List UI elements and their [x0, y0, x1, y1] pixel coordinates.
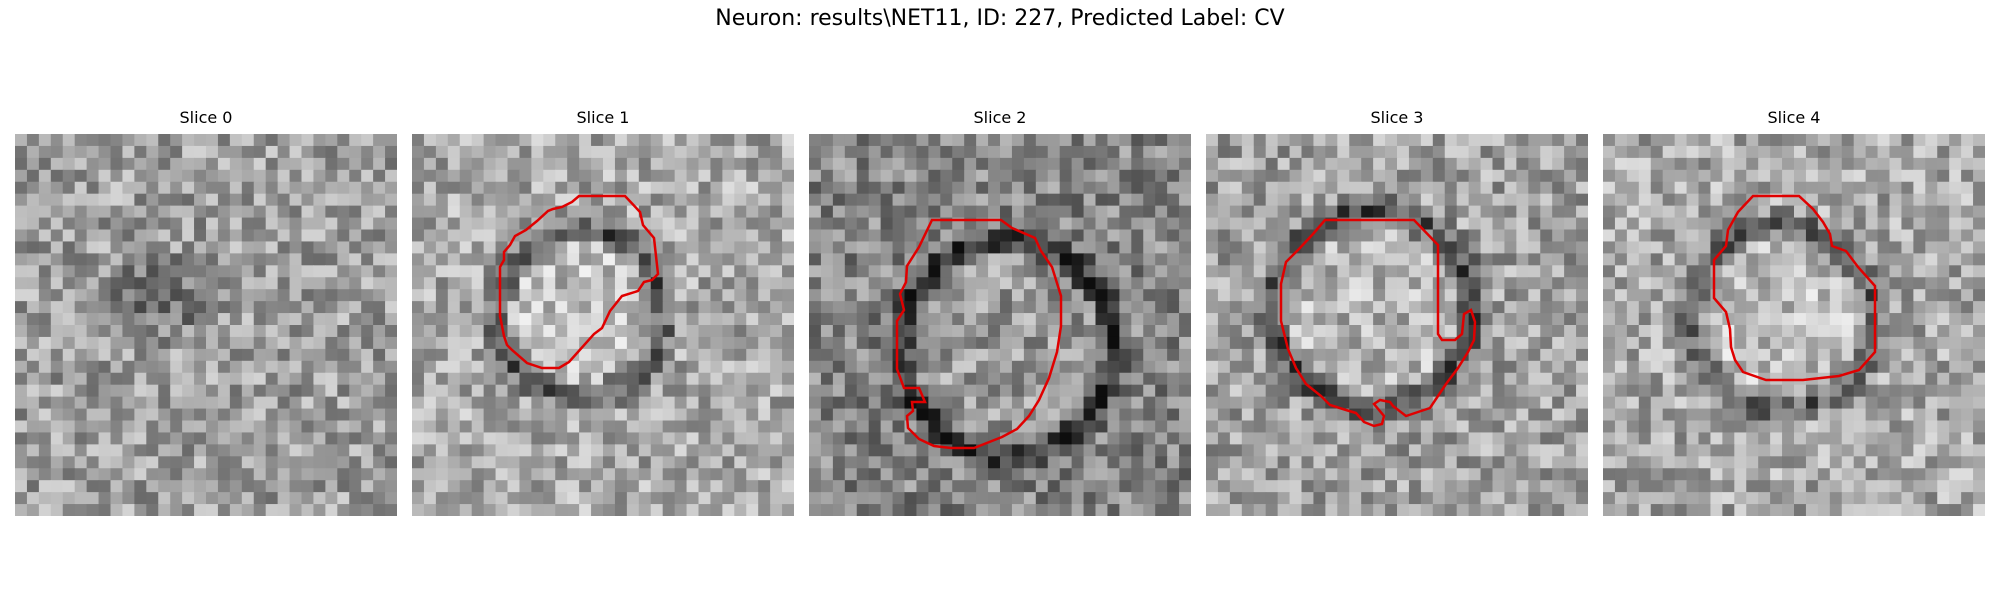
slice-panel-3: Slice 3 — [1206, 0, 1588, 600]
slice-title-1: Slice 1 — [412, 108, 794, 127]
slice-panel-1: Slice 1 — [412, 0, 794, 600]
slice-panel-4: Slice 4 — [1603, 0, 1985, 600]
slice-image-1 — [412, 134, 794, 516]
slice-title-3: Slice 3 — [1206, 108, 1588, 127]
slice-image-2 — [809, 134, 1191, 516]
slice-panel-2: Slice 2 — [809, 0, 1191, 600]
slice-title-4: Slice 4 — [1603, 108, 1985, 127]
slice-image-3 — [1206, 134, 1588, 516]
slice-title-0: Slice 0 — [15, 108, 397, 127]
slice-image-4 — [1603, 134, 1985, 516]
slice-image-0 — [15, 134, 397, 516]
slice-title-2: Slice 2 — [809, 108, 1191, 127]
slice-panel-0: Slice 0 — [15, 0, 397, 600]
